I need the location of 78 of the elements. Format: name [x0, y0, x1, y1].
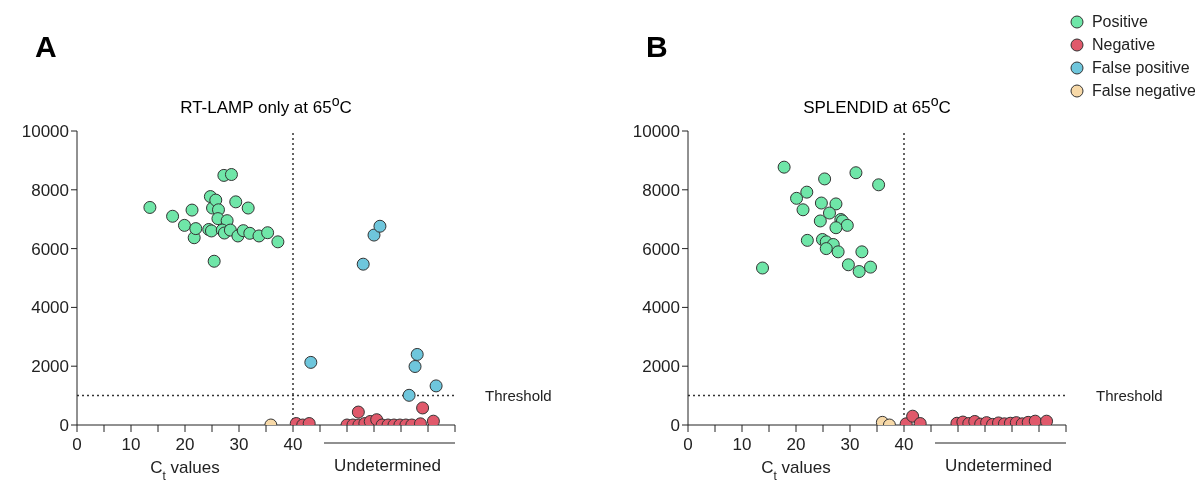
- point: [304, 355, 318, 369]
- y-tick-label: 2000: [31, 357, 69, 377]
- x-tick-label: 30: [229, 435, 249, 454]
- y-tick-label: 0: [59, 416, 69, 435]
- chart-title: RT-LAMP only at 65$^{o}$C: [179, 93, 353, 118]
- point: [840, 218, 854, 232]
- point: [143, 200, 157, 214]
- point: [1028, 414, 1042, 425]
- y-tick-label: 2000: [642, 357, 680, 377]
- legend-label: False negative: [1091, 81, 1195, 101]
- point: [426, 414, 440, 425]
- point: [814, 196, 828, 210]
- y-tick-label: 0: [670, 416, 680, 435]
- point: [818, 172, 832, 186]
- legend-label: False positive: [1091, 58, 1190, 78]
- y-tick-label: 4000: [31, 298, 69, 318]
- point: [852, 265, 866, 279]
- x-tick-label: 40: [283, 435, 303, 454]
- legend-label: Negative: [1091, 35, 1156, 55]
- point: [756, 261, 770, 275]
- point: [402, 388, 416, 402]
- x-tick-label: 0: [683, 435, 693, 454]
- point: [831, 245, 845, 259]
- y-tick-label: 6000: [642, 239, 680, 259]
- point: [849, 166, 863, 180]
- point: [819, 242, 833, 256]
- point: [796, 203, 810, 217]
- y-tick-label: 6000: [31, 239, 69, 259]
- point: [800, 233, 814, 247]
- point: [829, 221, 843, 235]
- point: [790, 191, 804, 205]
- point: [241, 201, 255, 215]
- point: [800, 185, 814, 199]
- chart-title: SPLENDID at 65$^{o}$C: [802, 93, 952, 118]
- point: [864, 260, 878, 274]
- text: Undetermined: [334, 456, 441, 475]
- x-tick-label: 20: [175, 435, 195, 454]
- text: A: [35, 30, 57, 64]
- ref-line-label: Threshold: [485, 386, 552, 404]
- point: [777, 160, 791, 174]
- y-tick-label: 4000: [642, 298, 680, 318]
- x-tick-label: 10: [732, 435, 752, 454]
- y-tick-label: 10000: [21, 122, 69, 141]
- point: [841, 258, 855, 272]
- point: [207, 254, 221, 268]
- x-axis-title: C$_{t}$ values: [761, 458, 831, 483]
- point: [410, 347, 424, 361]
- x-tick-label: 20: [786, 435, 806, 454]
- point: [166, 209, 180, 223]
- point: [189, 222, 203, 236]
- x-tick-label: 10: [121, 435, 141, 454]
- point: [373, 219, 387, 233]
- point: [177, 218, 191, 232]
- point: [829, 197, 843, 211]
- point: [356, 257, 370, 271]
- point: [185, 203, 199, 217]
- point: [261, 226, 275, 240]
- y-tick-label: 8000: [31, 180, 69, 200]
- point: [271, 235, 285, 249]
- point: [872, 178, 886, 192]
- point: [229, 195, 243, 209]
- y-tick-label: 8000: [642, 180, 680, 200]
- x-tick-label: 40: [894, 435, 914, 454]
- y-tick-label: 10000: [632, 122, 680, 141]
- ref-line-label: Threshold: [1096, 386, 1163, 404]
- text: B: [646, 30, 668, 64]
- text: Undetermined: [945, 456, 1052, 475]
- legend-label: Positive: [1091, 12, 1148, 32]
- x-axis-title: C$_{t}$ values: [150, 458, 220, 483]
- point: [367, 228, 381, 242]
- point: [1040, 414, 1054, 425]
- point: [822, 206, 836, 220]
- x-tick-label: 30: [840, 435, 860, 454]
- point: [813, 214, 827, 228]
- point: [408, 359, 422, 373]
- x-tick-label: 0: [72, 435, 82, 454]
- point: [224, 168, 238, 182]
- point: [855, 245, 869, 259]
